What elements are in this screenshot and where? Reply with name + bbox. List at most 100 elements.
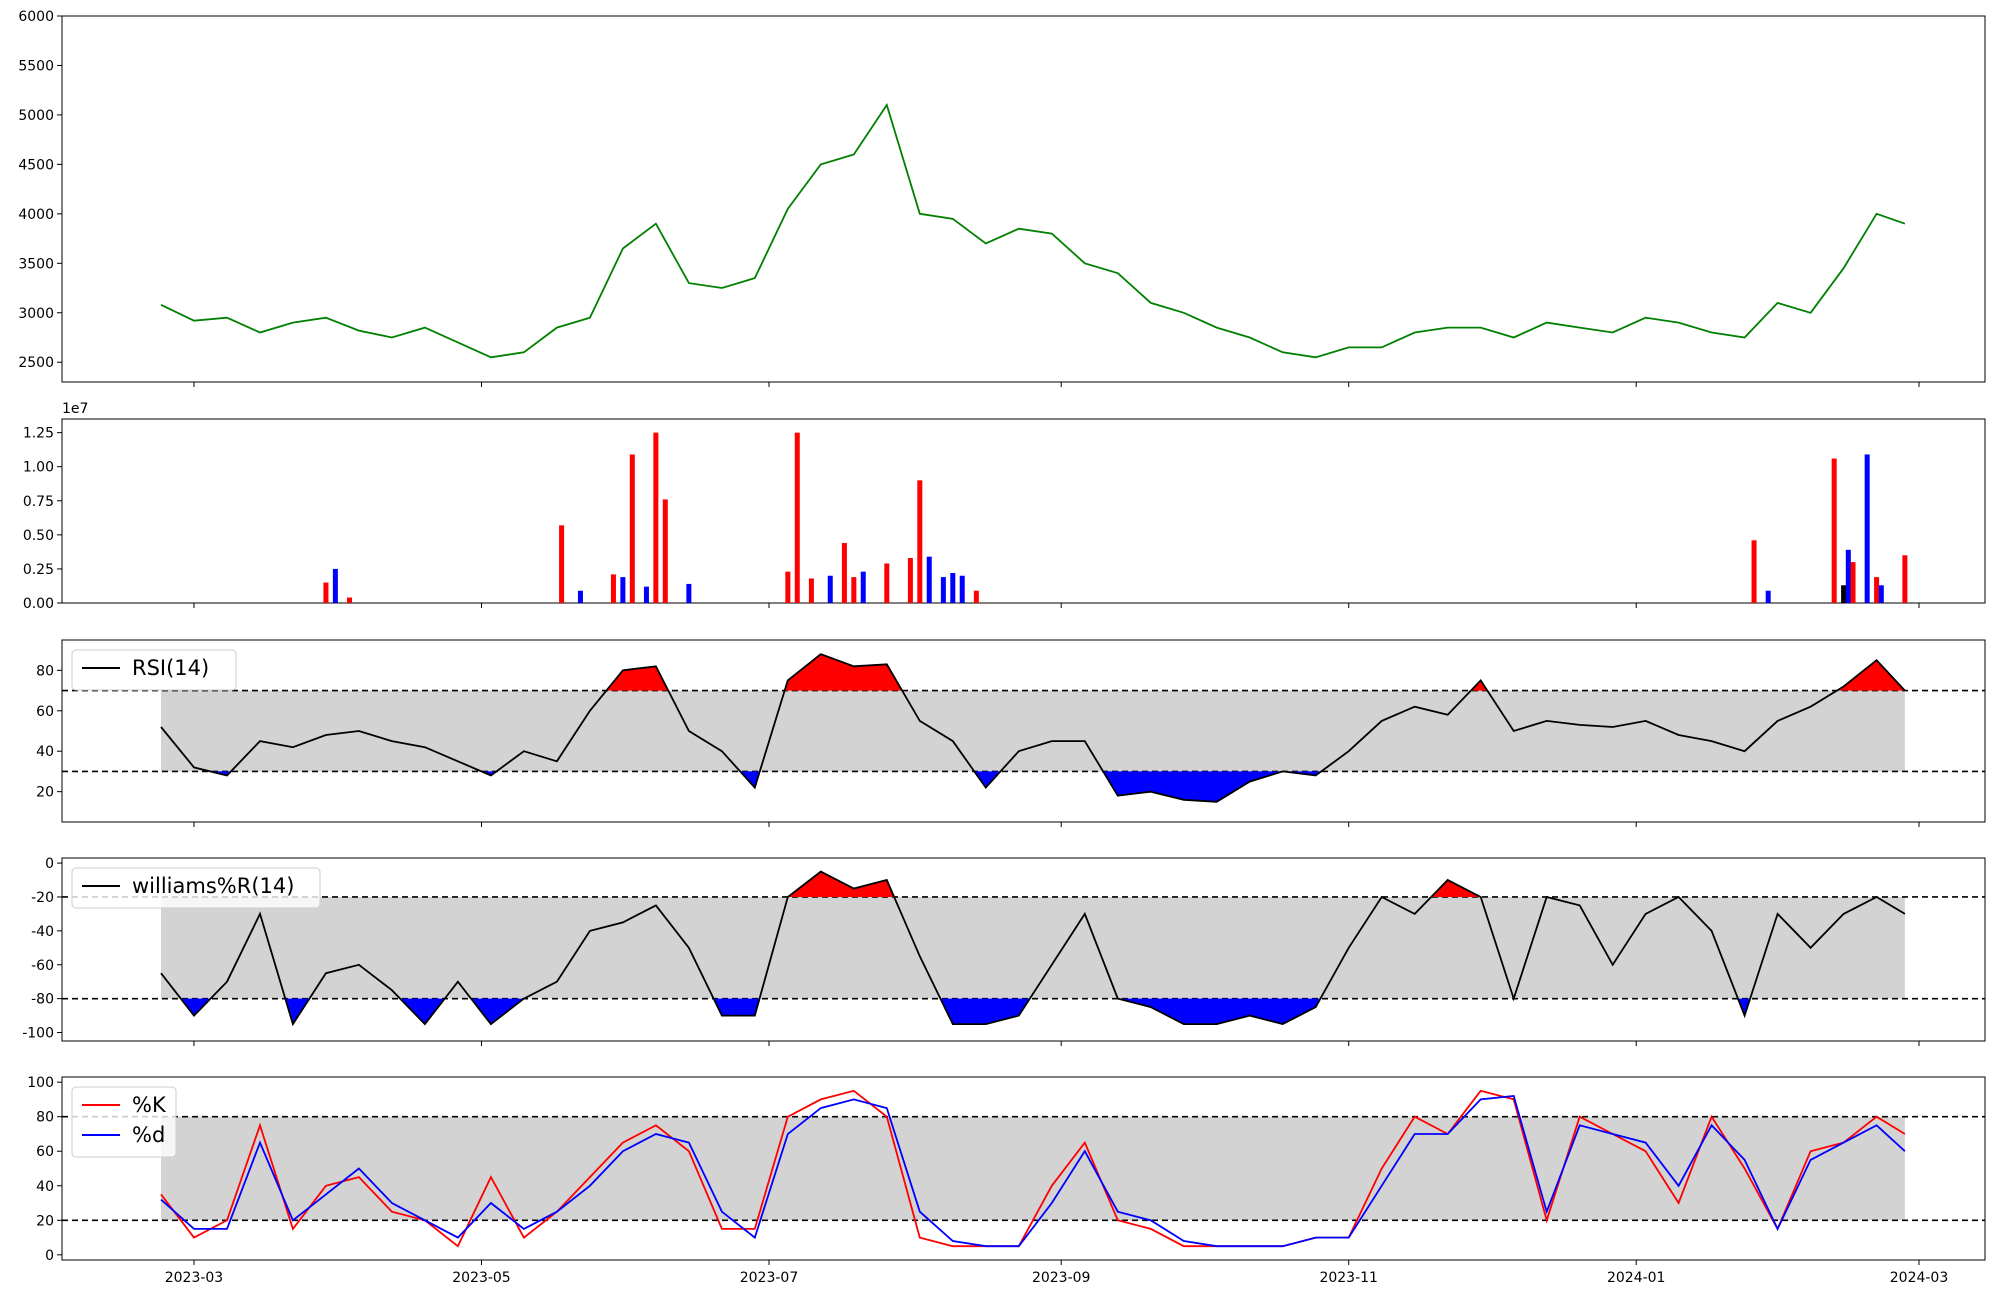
- price-ytick-label: 4500: [18, 157, 54, 173]
- neutral-band: [160, 690, 1905, 772]
- volume-bar: [841, 543, 847, 603]
- x-tick-label: 2024-01: [1607, 1270, 1666, 1286]
- williams-oversold-fill: [471, 998, 524, 1025]
- volume-ytick-label: 1.25: [23, 426, 54, 442]
- volume-bar: [1841, 585, 1847, 603]
- price-line: [160, 102, 1906, 359]
- volume-bar: [940, 577, 946, 603]
- stochastic-legend-label: %K: [132, 1093, 167, 1117]
- rsi-panel: 20 40 60 80 RSI(14): [36, 639, 1986, 827]
- x-tick-label: 2023-09: [1032, 1270, 1091, 1286]
- price-ytick-label: 2500: [18, 355, 54, 371]
- price-ytick-label: 3000: [18, 306, 54, 322]
- volume-bar: [851, 577, 857, 603]
- price-ytick-label: 6000: [18, 9, 54, 25]
- price-ytick-label: 5000: [18, 108, 54, 124]
- volume-panel: 0.00 0.25 0.50 0.75 1.00 1.25 1e7: [23, 401, 1986, 612]
- volume-bar: [1845, 549, 1851, 603]
- panel-frame: [61, 639, 1986, 823]
- rsi-ytick-label: 20: [36, 785, 54, 801]
- stochastic-ytick-label: 40: [36, 1179, 54, 1195]
- williams-oversold-fill: [713, 998, 760, 1016]
- rsi-ytick-label: 80: [36, 663, 54, 679]
- volume-bar: [629, 454, 635, 603]
- panel-frame: [61, 418, 1986, 604]
- stochastic-ytick-label: 100: [27, 1075, 54, 1091]
- x-tick-label: 2023-05: [452, 1270, 511, 1286]
- williams-overbought-fill: [787, 871, 895, 897]
- williams-oversold-fill: [400, 998, 445, 1025]
- williams-oversold-fill: [940, 998, 1030, 1025]
- volume-bar: [973, 590, 979, 603]
- williams-oversold-fill: [1117, 998, 1321, 1025]
- volume-bar: [332, 568, 338, 603]
- volume-bar: [860, 571, 866, 603]
- stochastic-line: [160, 1095, 1906, 1248]
- volume-bar: [1874, 577, 1880, 603]
- volume-ytick-label: 1.00: [23, 460, 54, 476]
- volume-bar: [827, 575, 833, 603]
- neutral-band: [160, 896, 1905, 999]
- volume-bar: [785, 571, 791, 603]
- rsi-oversold-fill: [740, 771, 760, 788]
- volume-bar: [808, 578, 814, 603]
- volume-bar: [926, 556, 932, 603]
- x-tick-label: 2023-03: [165, 1270, 224, 1286]
- volume-bar: [1902, 555, 1908, 603]
- stochastic-ytick-label: 60: [36, 1144, 54, 1160]
- panel-frame: [61, 1076, 1986, 1261]
- x-tick-label: 2024-03: [1890, 1270, 1949, 1286]
- price-ytick-label: 3500: [18, 256, 54, 272]
- volume-bar: [1765, 590, 1771, 603]
- volume-ytick-label: 0.00: [23, 596, 54, 612]
- stochastic-panel: 0 20 40 60 80 100 %K %d: [27, 1075, 1986, 1265]
- volume-bar: [653, 432, 659, 603]
- rsi-ytick-label: 60: [36, 704, 54, 720]
- volume-bar: [347, 597, 353, 603]
- williams-r-panel: 0 -20 -40 -60 -80 -100 williams%R(14): [22, 856, 1986, 1046]
- volume-bar: [643, 586, 649, 603]
- williams-ytick-label: -80: [31, 992, 54, 1008]
- williams-legend-label: williams%R(14): [132, 874, 294, 898]
- stochastic-legend-label: %d: [132, 1123, 165, 1147]
- williams-oversold-fill: [180, 998, 211, 1016]
- volume-bar: [1850, 562, 1856, 603]
- volume-bar: [577, 590, 583, 603]
- volume-bar: [610, 574, 616, 603]
- rsi-ytick-label: 40: [36, 744, 54, 760]
- volume-bar: [1751, 540, 1757, 603]
- volume-bar: [686, 583, 692, 603]
- volume-ytick-label: 0.50: [23, 528, 54, 544]
- stochastic-ytick-label: 0: [45, 1248, 54, 1264]
- volume-bar: [950, 573, 956, 603]
- panel-frame: [61, 15, 1986, 383]
- rsi-line: [160, 653, 1906, 803]
- stochastic-line: [160, 1089, 1906, 1248]
- volume-ytick-label: 0.25: [23, 562, 54, 578]
- volume-bar: [1878, 585, 1884, 603]
- rsi-overbought-fill: [784, 654, 903, 691]
- x-tick-label: 2023-07: [740, 1270, 799, 1286]
- williams-legend: [71, 867, 321, 909]
- williams-ytick-label: -100: [22, 1026, 54, 1042]
- volume-bar: [907, 558, 913, 603]
- price-ytick-label: 5500: [18, 58, 54, 74]
- williams-ytick-label: 0: [45, 856, 54, 872]
- volume-bar: [323, 582, 329, 603]
- volume-bar: [959, 575, 965, 603]
- stochastic-ytick-label: 80: [36, 1110, 54, 1126]
- volume-offset-label: 1e7: [62, 401, 88, 417]
- williams-ytick-label: -60: [31, 958, 54, 974]
- williams-line: [160, 870, 1906, 1027]
- williams-ytick-label: -20: [31, 890, 54, 906]
- volume-bar: [559, 525, 565, 603]
- stochastic-ytick-label: 20: [36, 1213, 54, 1229]
- panel-frame: [61, 857, 1986, 1042]
- rsi-oversold-fill: [974, 771, 1001, 788]
- volume-bar: [1831, 458, 1837, 603]
- volume-bar: [794, 432, 800, 603]
- rsi-overbought-fill: [1837, 660, 1905, 691]
- rsi-overbought-fill: [1471, 680, 1488, 691]
- volume-ytick-label: 0.75: [23, 494, 54, 510]
